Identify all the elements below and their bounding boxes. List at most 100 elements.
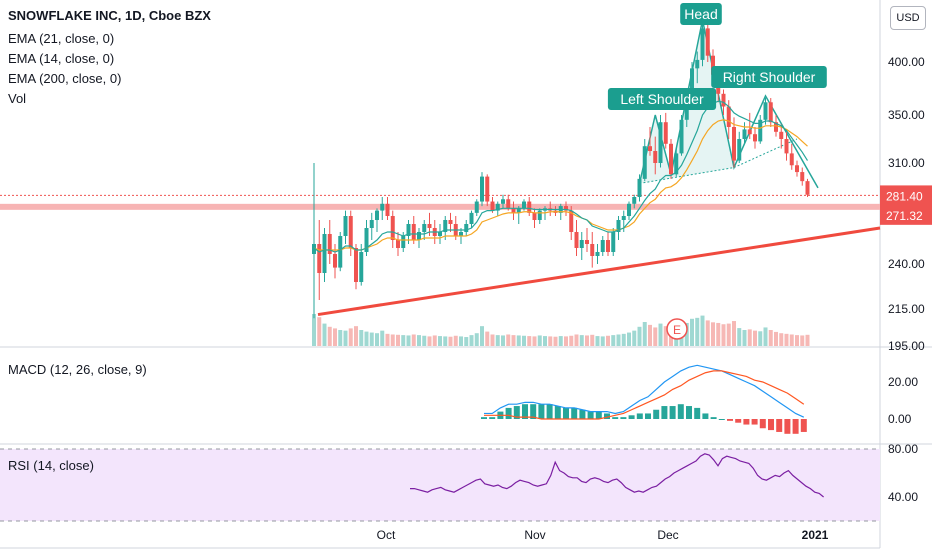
candle-body <box>763 102 768 120</box>
candle-body <box>411 224 416 240</box>
volume-bar <box>805 334 810 346</box>
candle-body <box>695 59 700 69</box>
candle-body <box>674 153 679 175</box>
volume-bar <box>459 336 463 346</box>
candle-body <box>333 254 337 268</box>
candle-body <box>438 232 442 236</box>
ema14-line <box>313 100 809 253</box>
candle-body <box>784 139 789 154</box>
rsi-legend: RSI (14, close) <box>8 458 94 473</box>
macd-histogram-bar <box>546 404 553 419</box>
candle-body <box>690 68 694 94</box>
macd-histogram-bar <box>628 415 635 419</box>
candle-body <box>322 234 327 273</box>
candle-body <box>726 106 731 127</box>
volume-bar <box>595 336 600 346</box>
volume-bar <box>684 322 689 346</box>
ema21-line <box>313 119 808 251</box>
volume-bar <box>590 334 595 346</box>
ema200-legend[interactable]: EMA (200, close, 0) <box>8 71 122 86</box>
volume-bar <box>579 335 584 346</box>
time-tick-label: Dec <box>657 528 678 542</box>
price-tick-label: 240.00 <box>888 257 925 271</box>
candle-body <box>448 220 453 224</box>
ema14-legend[interactable]: EMA (14, close, 0) <box>8 51 115 66</box>
volume-bar <box>779 333 784 346</box>
volume-bar <box>585 335 589 346</box>
candle-body <box>396 240 400 248</box>
macd-legend: MACD (12, 26, close, 9) <box>8 362 147 377</box>
volume-bar <box>312 314 316 346</box>
candle-body <box>569 210 574 232</box>
candle-body <box>768 102 773 123</box>
macd-histogram-bar <box>579 409 586 419</box>
ema21-legend[interactable]: EMA (21, close, 0) <box>8 31 115 46</box>
candle-body <box>327 234 332 254</box>
candle-body <box>721 93 726 107</box>
candle-body <box>632 197 637 204</box>
macd-histogram-bar <box>800 419 807 432</box>
macd-histogram-bar <box>563 407 569 419</box>
volume-bar <box>511 335 516 346</box>
candle-body <box>711 55 715 75</box>
volume-bar <box>411 334 416 346</box>
volume-bar <box>385 333 390 346</box>
volume-bar <box>753 330 757 346</box>
volume-legend[interactable]: Vol <box>8 91 27 106</box>
volume-bar <box>343 330 348 346</box>
candle-body <box>648 146 652 151</box>
volume-bar <box>569 335 574 346</box>
candle-body <box>779 131 784 139</box>
volume-bar <box>380 330 385 346</box>
volume-bar <box>453 335 458 346</box>
volume-bar <box>795 335 799 346</box>
macd-histogram-bar <box>751 419 758 425</box>
candle-body <box>627 203 631 216</box>
volume-bar <box>705 320 710 346</box>
volume-bar <box>490 334 495 346</box>
time-tick-label: 2021 <box>802 528 829 542</box>
currency-button[interactable]: USD <box>890 6 926 30</box>
price-label-box <box>880 204 932 225</box>
volume-bar <box>700 315 705 346</box>
price-label-box <box>880 185 932 206</box>
candle-body <box>464 224 469 232</box>
macd-histogram-bar <box>702 413 709 419</box>
candle-body <box>527 201 532 213</box>
volume-bar <box>359 330 364 346</box>
candle-body <box>753 134 757 142</box>
volume-bar <box>338 330 343 346</box>
macd-histogram-bar <box>661 406 668 419</box>
volume-bar <box>721 324 726 346</box>
macd-histogram-bar <box>710 417 717 419</box>
volume-bar <box>637 326 642 346</box>
candle-body <box>522 201 526 209</box>
candle-body <box>359 252 364 282</box>
candle-body <box>774 122 778 132</box>
macd-histogram-bar <box>505 407 512 419</box>
candle-body <box>747 129 752 135</box>
macd-histogram-bar <box>481 417 487 419</box>
macd-histogram-bar <box>768 419 774 431</box>
volume-bar <box>401 335 406 346</box>
volume-bar <box>348 328 353 346</box>
macd-histogram-bar <box>759 419 766 429</box>
volume-bar <box>516 335 521 346</box>
candle-body <box>658 122 663 163</box>
volume-bar <box>396 334 400 346</box>
macd-histogram-bar <box>694 407 701 419</box>
level-band <box>0 203 880 210</box>
volume-bar <box>716 322 721 346</box>
candle-body <box>805 181 810 195</box>
candle-body <box>516 208 521 213</box>
volume-bar <box>522 335 526 346</box>
volume-bar <box>558 336 563 346</box>
volume-bar <box>464 337 469 346</box>
label-head: Head <box>684 6 717 22</box>
candle-body <box>669 143 673 175</box>
macd-histogram-bar <box>587 411 594 419</box>
candle-body <box>700 28 705 60</box>
volume-bar <box>658 323 663 346</box>
volume-bar <box>763 327 768 346</box>
time-tick-label: Nov <box>524 528 545 542</box>
